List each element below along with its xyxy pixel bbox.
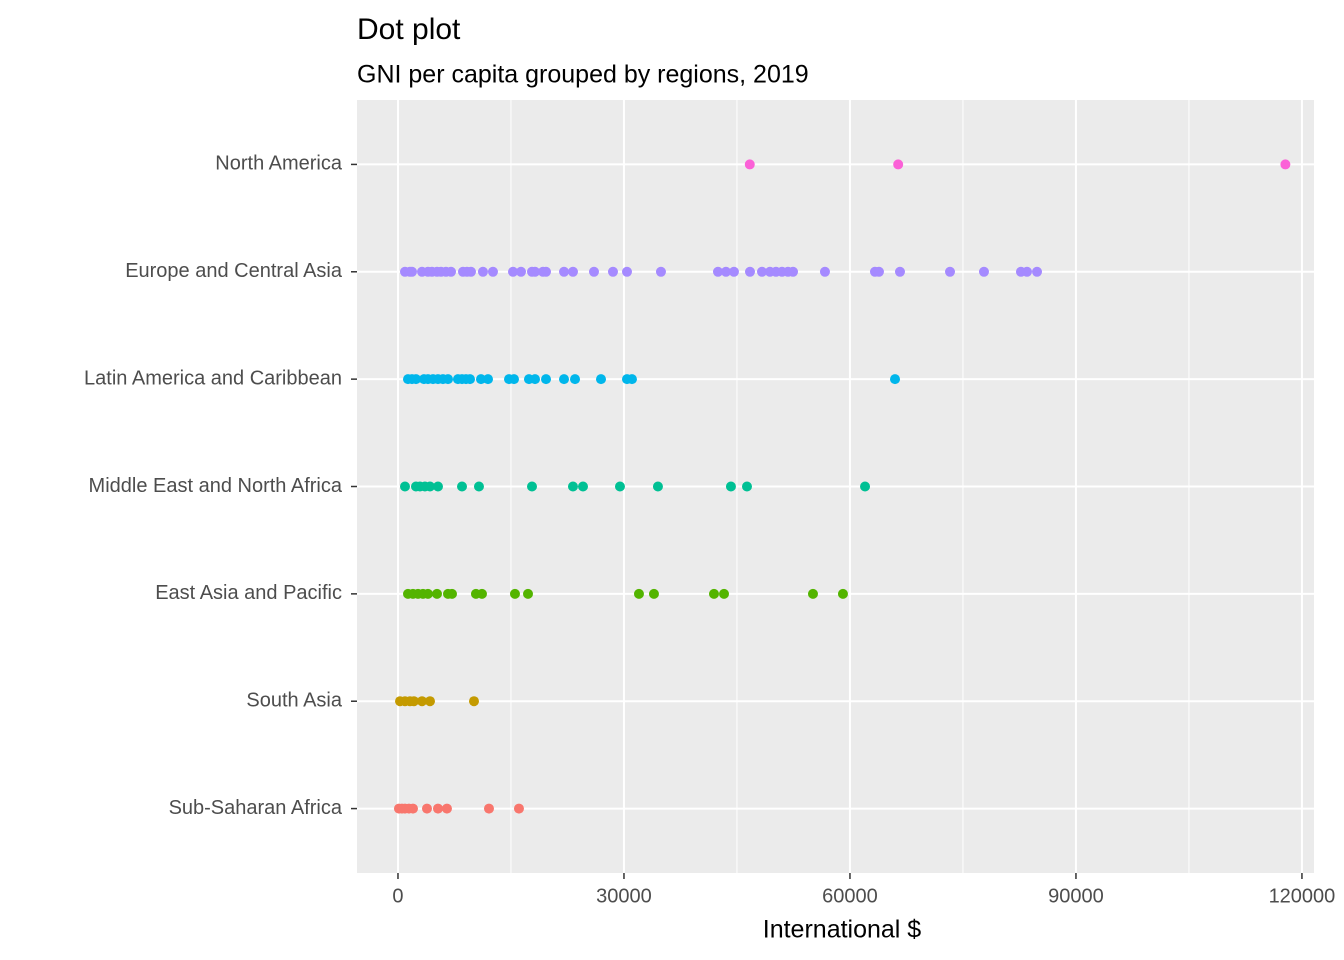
y-tick-label: North America (215, 153, 343, 175)
dot (523, 588, 534, 599)
x-tick-label: 90000 (1048, 885, 1104, 907)
dot (614, 481, 625, 492)
dot (873, 266, 884, 277)
dot (410, 374, 421, 385)
dot (476, 588, 487, 599)
dot (807, 588, 818, 599)
dot (1032, 266, 1043, 277)
dot (720, 266, 731, 277)
dot (744, 159, 755, 170)
dot (442, 374, 453, 385)
dot (483, 803, 494, 814)
dot (741, 481, 752, 492)
y-tick-label: Latin America and Caribbean (84, 367, 342, 389)
dot (559, 374, 570, 385)
chart-title: Dot plot (357, 13, 461, 46)
dot (819, 266, 830, 277)
dot (788, 266, 799, 277)
dot (477, 266, 488, 277)
dot (1280, 159, 1291, 170)
dot (712, 266, 723, 277)
y-tick-label: Europe and Central Asia (125, 260, 343, 282)
dot (894, 266, 905, 277)
x-tick-label: 120000 (1269, 885, 1336, 907)
dot (513, 803, 524, 814)
x-tick-label: 30000 (596, 885, 652, 907)
dot (945, 266, 956, 277)
dot (837, 588, 848, 599)
dot (446, 588, 457, 599)
dot (509, 588, 520, 599)
dot (424, 481, 435, 492)
dot (417, 696, 428, 707)
dot (595, 374, 606, 385)
dot (570, 374, 581, 385)
x-tick-label: 60000 (822, 885, 878, 907)
dot (473, 481, 484, 492)
x-tick-label: 0 (392, 885, 403, 907)
dot (508, 374, 519, 385)
dot (648, 588, 659, 599)
y-tick-label: East Asia and Pacific (155, 582, 342, 604)
dot (708, 588, 719, 599)
dot (588, 266, 599, 277)
dot (468, 696, 479, 707)
dot (652, 481, 663, 492)
dot (482, 374, 493, 385)
dot (487, 266, 498, 277)
dot (475, 374, 486, 385)
dot (441, 803, 452, 814)
dot (406, 266, 417, 277)
y-tick-label: South Asia (246, 690, 343, 712)
dot (607, 266, 618, 277)
dot (860, 481, 871, 492)
dot (407, 803, 418, 814)
dot (530, 374, 541, 385)
dot (621, 266, 632, 277)
dot (432, 588, 443, 599)
dot (446, 266, 457, 277)
dot (399, 481, 410, 492)
dot (567, 266, 578, 277)
dot (728, 266, 739, 277)
dot (408, 696, 419, 707)
dot (457, 481, 468, 492)
dot (432, 481, 443, 492)
dot (744, 266, 755, 277)
dot (541, 374, 552, 385)
dot (655, 266, 666, 277)
dot (978, 266, 989, 277)
dot (432, 803, 443, 814)
dot (559, 266, 570, 277)
dot (577, 481, 588, 492)
x-axis-title: International $ (763, 916, 922, 944)
y-tick-label: Sub-Saharan Africa (169, 797, 343, 819)
dot (719, 588, 730, 599)
y-tick-label: Middle East and North Africa (89, 475, 343, 497)
dot (756, 266, 767, 277)
dot (530, 266, 541, 277)
dot (567, 481, 578, 492)
dot (508, 266, 519, 277)
dot (526, 481, 537, 492)
dot (515, 266, 526, 277)
dot (1021, 266, 1032, 277)
dot (424, 696, 435, 707)
dot (465, 266, 476, 277)
dot (633, 588, 644, 599)
chart-subtitle: GNI per capita grouped by regions, 2019 (357, 61, 809, 89)
dot (626, 374, 637, 385)
dot (421, 803, 432, 814)
dot (893, 159, 904, 170)
dot (541, 266, 552, 277)
dot (725, 481, 736, 492)
dot (464, 374, 475, 385)
dot (890, 374, 901, 385)
dot (422, 588, 433, 599)
